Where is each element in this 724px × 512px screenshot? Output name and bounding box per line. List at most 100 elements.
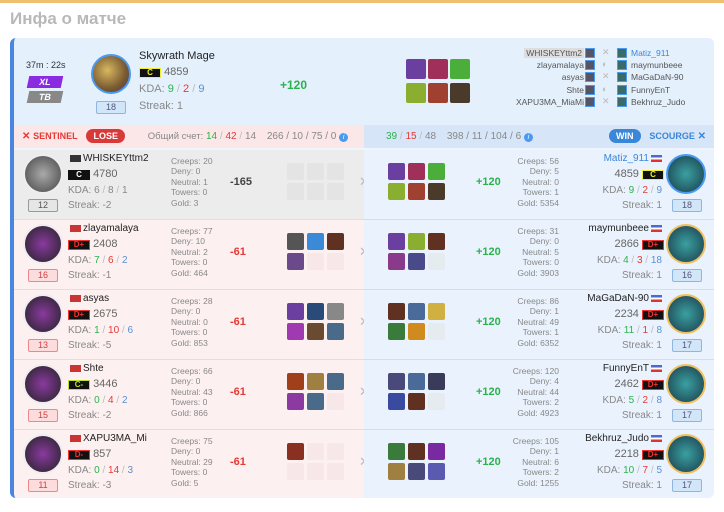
- player-link-right[interactable]: MaGaDaN-90: [631, 72, 684, 83]
- player-name-text[interactable]: MaGaDaN-90: [587, 293, 649, 304]
- hero-avatar: [23, 364, 63, 404]
- item-icon[interactable]: [408, 253, 425, 270]
- rating: 2866: [614, 238, 639, 250]
- player-link-right[interactable]: Matiz_911: [631, 48, 670, 58]
- item-icon[interactable]: [388, 303, 405, 320]
- info-icon[interactable]: i: [339, 133, 349, 142]
- item-icon[interactable]: [307, 303, 324, 320]
- item-icon[interactable]: [428, 83, 448, 103]
- item-icon[interactable]: [307, 323, 324, 340]
- item-icon[interactable]: [450, 59, 470, 79]
- kda: KDA: 5 / 2 / 8: [603, 395, 663, 406]
- item-icon[interactable]: [388, 463, 405, 480]
- item-icon[interactable]: [428, 373, 445, 390]
- item-icon[interactable]: [388, 233, 405, 250]
- item-icon[interactable]: [408, 323, 425, 340]
- item-icon[interactable]: [388, 393, 405, 410]
- player-name[interactable]: XAPU3MA_Mi: [68, 433, 148, 444]
- kda-label: KDA:: [596, 465, 624, 476]
- item-icon[interactable]: [388, 163, 405, 180]
- item-icon[interactable]: [408, 233, 425, 250]
- item-icon[interactable]: [450, 83, 470, 103]
- item-icon[interactable]: [408, 183, 425, 200]
- player-name[interactable]: asyas: [68, 293, 148, 304]
- player-link-right[interactable]: maymunbeee: [631, 60, 683, 71]
- deny: Deny: 0: [171, 166, 201, 177]
- player-name[interactable]: Bekhruz_Judo: [585, 433, 664, 444]
- item-icon[interactable]: [408, 393, 425, 410]
- item-icon[interactable]: [287, 253, 304, 270]
- item-icon[interactable]: [428, 183, 445, 200]
- item-icon[interactable]: [388, 183, 405, 200]
- kda: KDA: 1 / 10 / 6: [68, 325, 133, 336]
- item-icon[interactable]: [428, 303, 445, 320]
- rating-diff: +120: [280, 78, 308, 92]
- item-icon[interactable]: [406, 83, 426, 103]
- player-name-text[interactable]: WHISKEYttm2: [83, 153, 148, 164]
- player-link-right[interactable]: FunnyEnT: [631, 84, 671, 95]
- player-link-left[interactable]: Shte: [566, 84, 585, 95]
- item-icon[interactable]: [428, 233, 445, 250]
- player-link-left[interactable]: XAPU3MA_MiaMi: [515, 96, 584, 107]
- rank-badge: C: [68, 170, 90, 180]
- match-card: 37m : 22s XL TB 18 Skywrath Mage C 4859 …: [10, 38, 714, 498]
- item-icon[interactable]: [408, 303, 425, 320]
- stats: Creeps: 20 Deny: 0 Neutral: 1 Towers: 0 Gold…: [171, 156, 213, 208]
- player-name-text[interactable]: asyas: [83, 293, 110, 304]
- player-link-left[interactable]: zlayamalaya: [536, 60, 584, 71]
- item-icon[interactable]: [408, 463, 425, 480]
- gold: Gold: 4923: [517, 407, 559, 418]
- top-accent-line: [0, 0, 724, 3]
- item-icon[interactable]: [388, 373, 405, 390]
- deny: Deny: 10: [171, 236, 206, 247]
- item-icon[interactable]: [406, 59, 426, 79]
- player-link-left[interactable]: asyas: [561, 72, 584, 83]
- player-name-text[interactable]: Bekhruz_Judo: [585, 433, 649, 444]
- player-name-text[interactable]: maymunbeee: [588, 223, 649, 234]
- creeps: Creeps: 75: [171, 436, 213, 446]
- player-name[interactable]: WHISKEYttm2: [68, 153, 148, 164]
- player-link-right[interactable]: Bekhruz_Judo: [631, 96, 686, 107]
- player-name[interactable]: FunnyEnT: [603, 363, 664, 374]
- player-name-text[interactable]: XAPU3MA_Mi: [83, 433, 147, 444]
- item-icon[interactable]: [327, 233, 344, 250]
- player-name[interactable]: Matiz_911: [604, 153, 664, 164]
- item-icon[interactable]: [327, 303, 344, 320]
- player-link-left[interactable]: WHISKEYttm2: [524, 48, 584, 58]
- item-icon[interactable]: [408, 163, 425, 180]
- item-icon[interactable]: [287, 233, 304, 250]
- item-icon[interactable]: [327, 373, 344, 390]
- item-icon[interactable]: [428, 163, 445, 180]
- player-name-text[interactable]: Shte: [83, 363, 104, 374]
- player-name-text[interactable]: zlayamalaya: [83, 223, 139, 234]
- item-icon[interactable]: [287, 373, 304, 390]
- separator: /: [634, 465, 643, 476]
- item-icon[interactable]: [388, 323, 405, 340]
- player-name[interactable]: maymunbeee: [588, 223, 664, 234]
- player-name[interactable]: MaGaDaN-90: [587, 293, 664, 304]
- item-icon[interactable]: [307, 393, 324, 410]
- item-icon[interactable]: [408, 443, 425, 460]
- player-name[interactable]: zlayamalaya: [68, 223, 148, 234]
- item-icon[interactable]: [287, 323, 304, 340]
- item-icon[interactable]: [388, 443, 405, 460]
- item-icon[interactable]: [287, 303, 304, 320]
- player-name[interactable]: Shte: [68, 363, 148, 374]
- item-icon[interactable]: [327, 323, 344, 340]
- deaths: 7: [642, 465, 649, 476]
- separator: /: [642, 255, 651, 266]
- player-name-text[interactable]: Matiz_911: [603, 153, 649, 164]
- player-name-text[interactable]: FunnyEnT: [602, 363, 649, 374]
- stats: Creeps: 66 Deny: 0 Neutral: 43 Towers: 0 Gol…: [171, 366, 213, 418]
- item-icon[interactable]: [307, 373, 324, 390]
- kda: KDA: 10 / 7 / 5: [597, 465, 662, 476]
- info-icon[interactable]: i: [523, 133, 533, 142]
- item-icon[interactable]: [307, 233, 324, 250]
- item-icon[interactable]: [428, 463, 445, 480]
- item-icon[interactable]: [408, 373, 425, 390]
- item-icon[interactable]: [287, 393, 304, 410]
- item-icon[interactable]: [428, 59, 448, 79]
- item-icon[interactable]: [428, 443, 445, 460]
- item-icon[interactable]: [388, 253, 405, 270]
- item-icon[interactable]: [287, 443, 304, 460]
